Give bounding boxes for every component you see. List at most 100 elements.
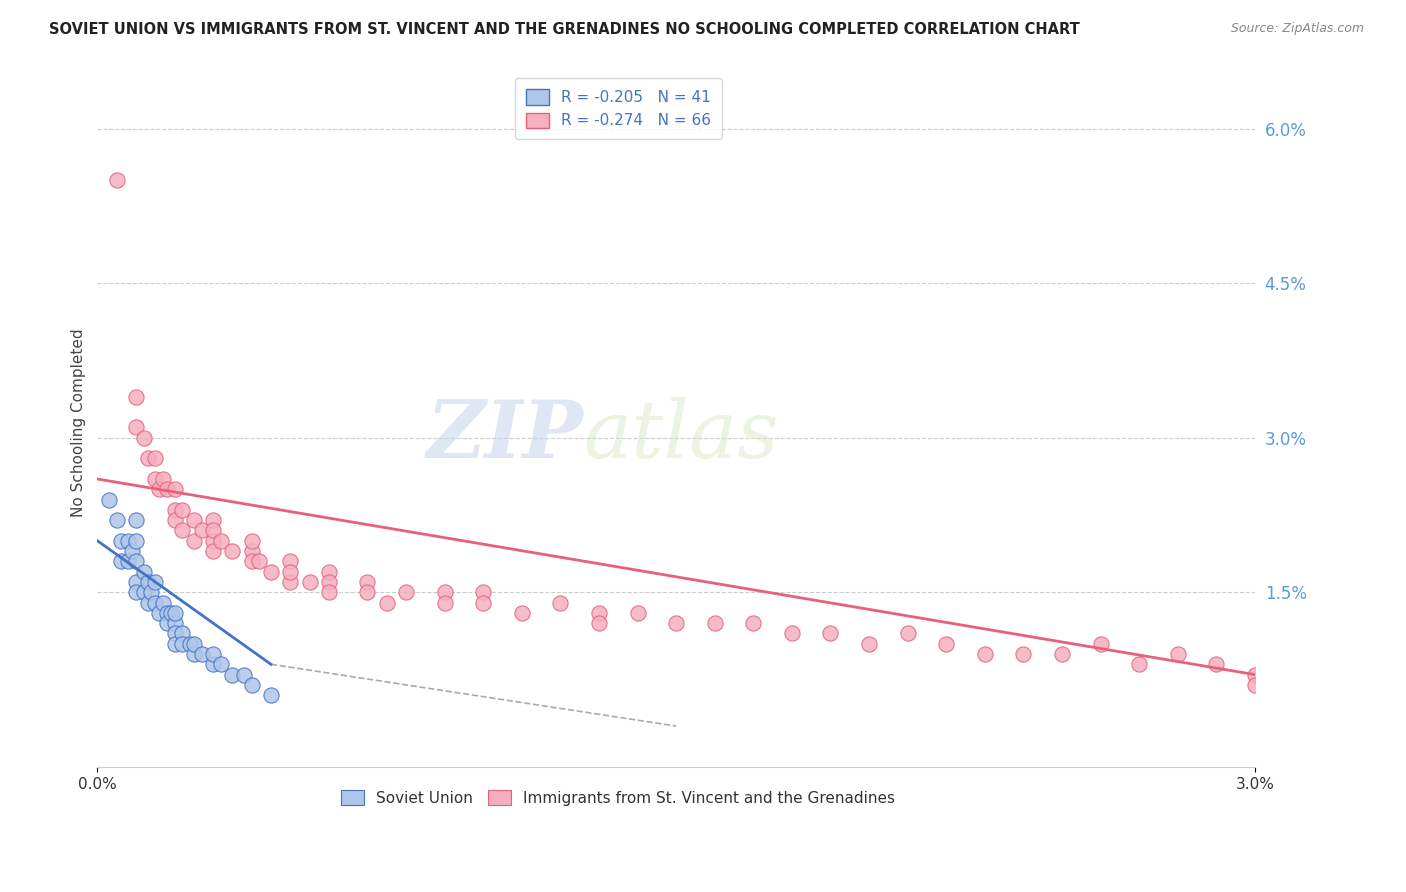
Point	[703, 616, 725, 631]
Point	[148, 483, 170, 497]
Point	[125, 585, 148, 599]
Point	[233, 667, 256, 681]
Point	[163, 606, 186, 620]
Point	[742, 616, 765, 631]
Point	[298, 574, 321, 589]
Point	[179, 637, 201, 651]
Point	[1128, 657, 1150, 672]
Text: Source: ZipAtlas.com: Source: ZipAtlas.com	[1230, 22, 1364, 36]
Point	[1244, 678, 1267, 692]
Point	[132, 585, 155, 599]
Point	[318, 565, 340, 579]
Point	[278, 554, 301, 568]
Point	[163, 513, 186, 527]
Point	[121, 544, 143, 558]
Point	[136, 595, 159, 609]
Point	[105, 173, 128, 187]
Point	[172, 637, 194, 651]
Point	[202, 657, 225, 672]
Point	[780, 626, 803, 640]
Point	[110, 533, 132, 548]
Text: SOVIET UNION VS IMMIGRANTS FROM ST. VINCENT AND THE GRENADINES NO SCHOOLING COMP: SOVIET UNION VS IMMIGRANTS FROM ST. VINC…	[49, 22, 1080, 37]
Point	[240, 533, 263, 548]
Point	[163, 637, 186, 651]
Point	[221, 667, 243, 681]
Point	[433, 585, 456, 599]
Point	[136, 574, 159, 589]
Point	[249, 554, 271, 568]
Point	[356, 574, 378, 589]
Point	[550, 595, 572, 609]
Text: atlas: atlas	[583, 398, 779, 475]
Point	[143, 595, 166, 609]
Point	[152, 595, 174, 609]
Point	[240, 554, 263, 568]
Point	[97, 492, 120, 507]
Point	[897, 626, 920, 640]
Point	[588, 616, 610, 631]
Point	[973, 647, 995, 661]
Point	[1244, 667, 1267, 681]
Point	[240, 544, 263, 558]
Legend: Soviet Union, Immigrants from St. Vincent and the Grenadines: Soviet Union, Immigrants from St. Vincen…	[332, 780, 904, 814]
Point	[1050, 647, 1073, 661]
Point	[858, 637, 880, 651]
Point	[163, 616, 186, 631]
Point	[148, 606, 170, 620]
Point	[318, 585, 340, 599]
Point	[1090, 637, 1112, 651]
Point	[117, 554, 139, 568]
Point	[190, 524, 212, 538]
Point	[183, 637, 205, 651]
Point	[588, 606, 610, 620]
Point	[125, 554, 148, 568]
Point	[202, 513, 225, 527]
Point	[318, 574, 340, 589]
Point	[190, 647, 212, 661]
Point	[172, 524, 194, 538]
Point	[472, 595, 495, 609]
Point	[375, 595, 398, 609]
Point	[143, 574, 166, 589]
Point	[125, 513, 148, 527]
Point	[183, 533, 205, 548]
Point	[202, 544, 225, 558]
Point	[221, 544, 243, 558]
Point	[152, 472, 174, 486]
Point	[278, 565, 301, 579]
Point	[202, 524, 225, 538]
Point	[105, 513, 128, 527]
Point	[240, 678, 263, 692]
Point	[143, 472, 166, 486]
Point	[183, 647, 205, 661]
Y-axis label: No Schooling Completed: No Schooling Completed	[72, 328, 86, 516]
Point	[143, 451, 166, 466]
Point	[209, 657, 232, 672]
Point	[356, 585, 378, 599]
Point	[110, 554, 132, 568]
Point	[132, 565, 155, 579]
Point	[1167, 647, 1189, 661]
Point	[395, 585, 418, 599]
Point	[163, 503, 186, 517]
Point	[163, 483, 186, 497]
Point	[125, 390, 148, 404]
Point	[260, 688, 283, 702]
Point	[665, 616, 688, 631]
Point	[183, 513, 205, 527]
Point	[202, 533, 225, 548]
Point	[1205, 657, 1227, 672]
Point	[136, 451, 159, 466]
Text: ZIP: ZIP	[426, 398, 583, 475]
Point	[278, 574, 301, 589]
Point	[125, 533, 148, 548]
Point	[125, 574, 148, 589]
Point	[626, 606, 648, 620]
Point	[159, 606, 181, 620]
Point	[156, 606, 179, 620]
Point	[141, 585, 163, 599]
Point	[472, 585, 495, 599]
Point	[209, 533, 232, 548]
Point	[433, 595, 456, 609]
Point	[125, 420, 148, 434]
